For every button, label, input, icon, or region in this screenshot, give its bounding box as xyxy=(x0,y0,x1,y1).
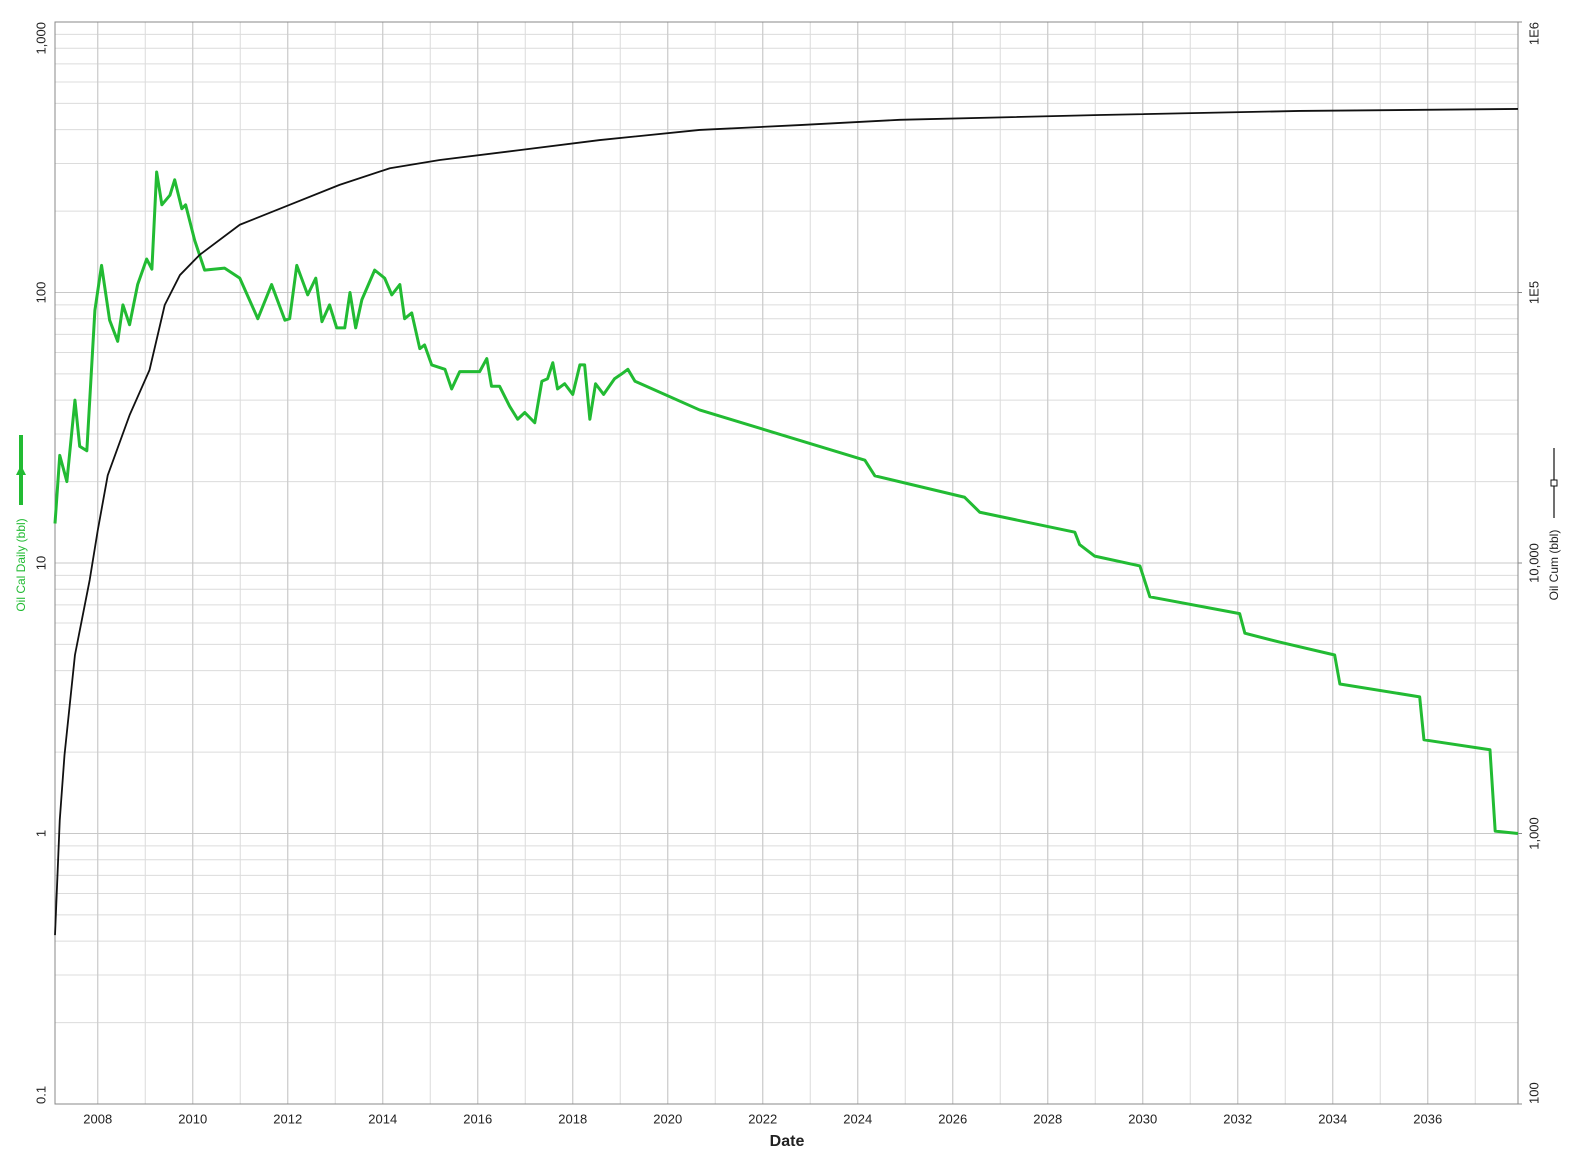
y2-tick-label: 100 xyxy=(1526,1082,1541,1104)
series-line xyxy=(53,170,1519,835)
y-legend-marker xyxy=(16,435,26,505)
x-tick-label: 2034 xyxy=(1318,1111,1347,1126)
y-tick-label: 100 xyxy=(33,282,48,304)
y-tick-label: 10 xyxy=(33,556,48,570)
x-tick-label: 2022 xyxy=(748,1111,777,1126)
x-tick-label: 2008 xyxy=(83,1111,112,1126)
y-tick-label: 0.1 xyxy=(33,1086,48,1104)
y-tick-label: 1 xyxy=(33,830,48,837)
x-tick-label: 2012 xyxy=(273,1111,302,1126)
x-tick-label: 2028 xyxy=(1033,1111,1062,1126)
y2-axis-label: Oil Cum (bbl) xyxy=(1547,530,1561,601)
x-tick-label: 2016 xyxy=(463,1111,492,1126)
y2-tick-label: 10,000 xyxy=(1526,543,1541,583)
legend-symbol xyxy=(1550,479,1558,487)
x-tick-label: 2036 xyxy=(1413,1111,1442,1126)
x-tick-label: 2010 xyxy=(178,1111,207,1126)
x-tick-label: 2030 xyxy=(1128,1111,1157,1126)
x-tick-label: 2014 xyxy=(368,1111,397,1126)
x-axis-label: Date xyxy=(770,1133,805,1150)
series-line xyxy=(54,108,1519,936)
y2-tick-label: 1E5 xyxy=(1526,281,1541,304)
x-tick-label: 2018 xyxy=(558,1111,587,1126)
y2-tick-label: 1E6 xyxy=(1526,22,1541,45)
y-axis-label: Oil Cal Daily (bbl) xyxy=(14,518,28,611)
x-tick-label: 2026 xyxy=(938,1111,967,1126)
y-tick-label: 1,000 xyxy=(33,22,48,55)
x-tick-label: 2024 xyxy=(843,1111,872,1126)
y2-legend-marker xyxy=(1550,448,1558,518)
x-tick-label: 2032 xyxy=(1223,1111,1252,1126)
y2-tick-label: 1,000 xyxy=(1526,817,1541,850)
x-tick-label: 2020 xyxy=(653,1111,682,1126)
legend-symbol xyxy=(16,465,26,475)
